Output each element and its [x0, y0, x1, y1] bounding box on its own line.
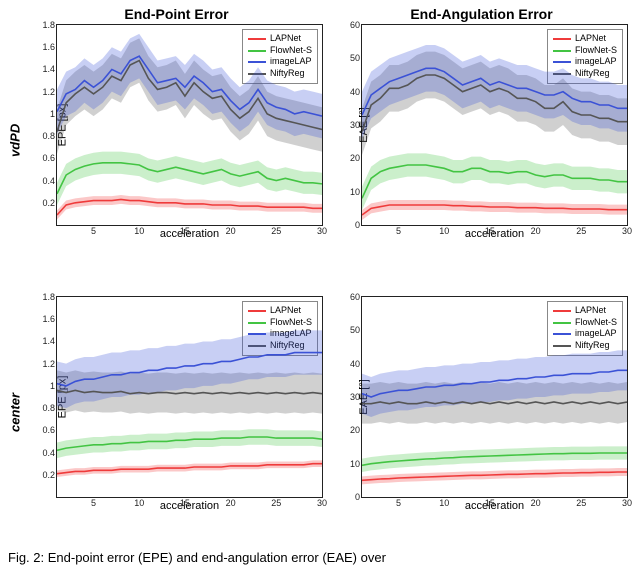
confidence-band — [362, 45, 627, 138]
yticks: 0.20.40.60.811.21.41.61.8 — [31, 25, 57, 225]
plot-vdpd-eae: EAE [°] 0102030405060 51015202530 LAPNet… — [361, 24, 628, 226]
panel-vdpd-epe: End-Point Error EPE [px] 0.20.40.60.811.… — [26, 4, 331, 276]
xticks: 51015202530 — [362, 225, 627, 239]
xticks: 51015202530 — [57, 497, 322, 511]
row-label-vdpd: vdPD — [4, 4, 26, 276]
plot-svg — [362, 25, 627, 225]
plot-center-epe: EPE [px] 0.20.40.60.811.21.41.61.8 51015… — [56, 296, 323, 498]
confidence-band — [362, 468, 627, 484]
spacer — [335, 278, 628, 294]
yticks: 0102030405060 — [336, 297, 362, 497]
plot-svg — [57, 297, 322, 497]
plot-svg — [362, 297, 627, 497]
row-label-center: center — [4, 276, 26, 548]
plot-vdpd-epe: EPE [px] 0.20.40.60.811.21.41.61.8 51015… — [56, 24, 323, 226]
xticks: 51015202530 — [362, 497, 627, 511]
panel-center-eae: EAE [°] 0102030405060 51015202530 LAPNet… — [331, 276, 636, 548]
title-epe: End-Point Error — [30, 6, 323, 22]
confidence-band — [362, 446, 627, 472]
yticks: 0102030405060 — [336, 25, 362, 225]
confidence-band — [362, 200, 627, 220]
figure-grid: vdPD End-Point Error EPE [px] 0.20.40.60… — [0, 0, 640, 548]
panel-center-epe: EPE [px] 0.20.40.60.811.21.41.61.8 51015… — [26, 276, 331, 548]
xticks: 51015202530 — [57, 225, 322, 239]
plot-center-eae: EAE [°] 0102030405060 51015202530 LAPNet… — [361, 296, 628, 498]
confidence-band — [57, 429, 322, 458]
plot-svg — [57, 25, 322, 225]
spacer — [30, 278, 323, 294]
title-eae: End-Angulation Error — [335, 6, 628, 22]
panel-vdpd-eae: End-Angulation Error EAE [°] 01020304050… — [331, 4, 636, 276]
confidence-band — [57, 460, 322, 477]
yticks: 0.20.40.60.811.21.41.61.8 — [31, 297, 57, 497]
figure-caption: Fig. 2: End-point error (EPE) and end-an… — [0, 548, 640, 569]
confidence-band — [57, 34, 322, 138]
